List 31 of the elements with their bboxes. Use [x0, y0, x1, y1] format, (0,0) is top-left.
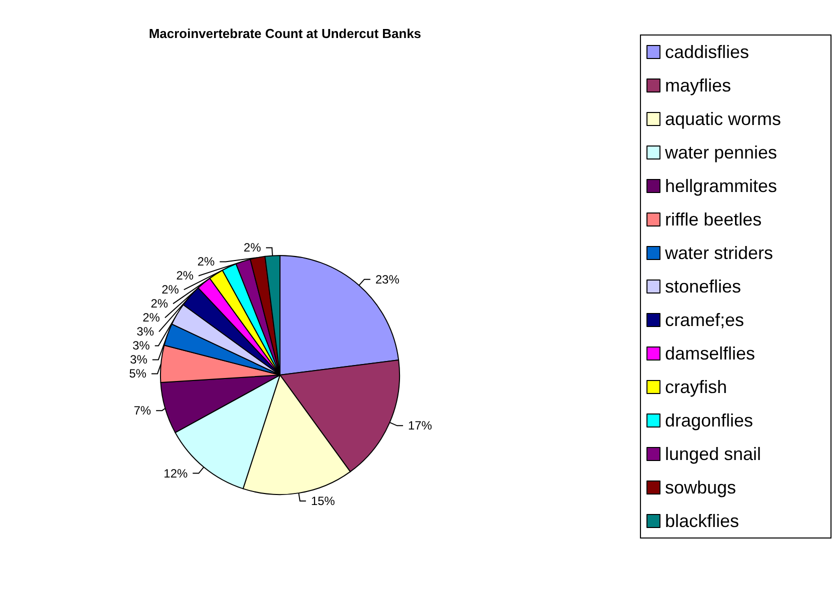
data-label: 2% — [176, 268, 194, 283]
data-label: 3% — [136, 324, 154, 339]
legend-label: aquatic worms — [664, 109, 782, 129]
legend-label: dragonflies — [664, 410, 754, 430]
data-label: 2% — [162, 282, 180, 297]
data-label: 2% — [244, 240, 262, 255]
legend-label: stoneflies — [664, 276, 742, 296]
legend-label: blackflies — [664, 511, 739, 531]
legend-label: riffle beetles — [664, 210, 762, 230]
legend-label: crayfish — [664, 377, 727, 397]
data-label: 12% — [164, 466, 188, 480]
data-label: 5% — [129, 366, 147, 381]
legend-label: sowbugs — [664, 478, 736, 498]
data-label: 7% — [134, 404, 152, 418]
data-label: 3% — [130, 352, 148, 367]
data-label: 2% — [197, 254, 216, 269]
legend-label: water striders — [664, 243, 773, 263]
chart-title: Macroinvertebrate Count at Undercut Banks — [148, 26, 422, 41]
data-label: 23% — [375, 272, 400, 286]
legend-label: lunged snail — [664, 444, 762, 464]
data-label: 2% — [142, 310, 160, 325]
legend-label: cramef;es — [664, 310, 744, 330]
legend-label: hellgrammites — [664, 176, 778, 196]
legend-label: water pennies — [664, 142, 778, 162]
data-label: 3% — [132, 338, 150, 353]
legend-label: mayflies — [664, 76, 731, 96]
data-label: 2% — [150, 296, 168, 311]
legend-label: caddisflies — [664, 42, 750, 62]
legend-label: damselflies — [664, 344, 756, 364]
data-label: 15% — [310, 494, 336, 508]
data-label: 17% — [408, 418, 432, 433]
